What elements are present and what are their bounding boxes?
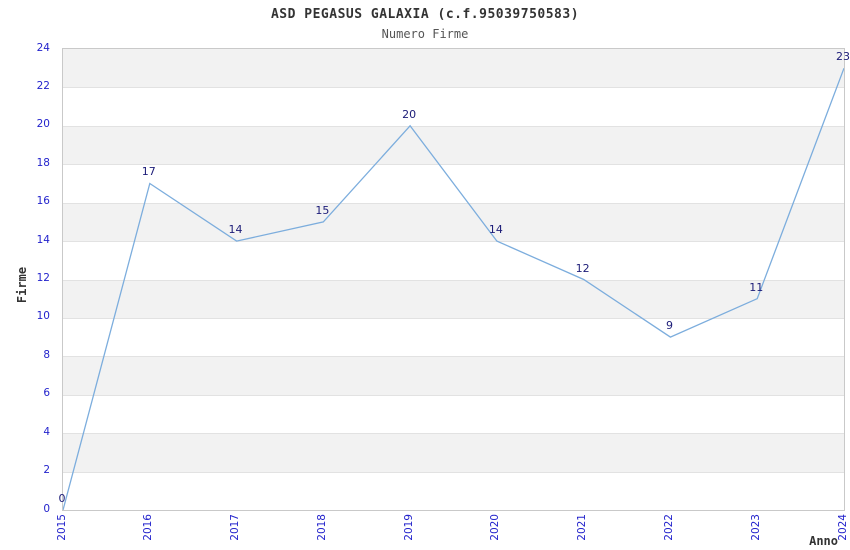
y-tick-label: 12 — [36, 272, 50, 284]
point-label: 14 — [228, 223, 243, 237]
gridline — [63, 433, 844, 435]
gridline — [63, 356, 844, 358]
x-tick-label: 2020 — [489, 514, 502, 541]
point-label: 11 — [749, 280, 764, 294]
data-line — [63, 67, 844, 510]
x-tick-label: 2017 — [229, 514, 242, 541]
gridline — [63, 279, 844, 281]
x-tick-label: 2021 — [576, 514, 589, 541]
grid-band — [63, 356, 844, 395]
point-label: 23 — [836, 50, 850, 64]
x-tick-label: 2015 — [55, 514, 68, 541]
x-axis-label: Anno — [809, 534, 838, 548]
gridline — [63, 241, 844, 243]
y-axis-label: Firme — [15, 266, 29, 304]
y-tick-label: 16 — [36, 195, 50, 208]
point-label: 15 — [315, 203, 330, 217]
y-tick-label: 24 — [36, 41, 50, 54]
y-tick-label: 0 — [43, 502, 50, 515]
x-tick-label: 2023 — [749, 514, 762, 541]
grid-band — [63, 433, 844, 472]
gridline — [63, 202, 844, 204]
gridline — [63, 125, 844, 127]
y-tick-label: 22 — [36, 79, 50, 92]
grid-band — [63, 279, 844, 318]
chart-subtitle: Numero Firme — [381, 27, 469, 41]
y-tick-label: 10 — [36, 310, 50, 323]
y-tick-label: 8 — [43, 348, 50, 361]
point-label: 9 — [665, 319, 673, 333]
x-tick-label: 2019 — [402, 514, 415, 541]
point-label: 20 — [402, 107, 417, 121]
x-tick-label: 2022 — [662, 514, 675, 541]
y-tick-label: 20 — [36, 118, 50, 131]
x-tick-label: 2018 — [315, 514, 328, 541]
gridline — [63, 394, 844, 396]
x-tick-label: 2024 — [836, 514, 849, 541]
plot-area — [62, 48, 845, 511]
gridline — [63, 471, 844, 473]
grid-band — [63, 202, 844, 242]
y-tick-label: 14 — [36, 233, 50, 246]
point-label: 12 — [575, 261, 590, 275]
grid-band — [63, 49, 844, 88]
y-tick-label: 4 — [43, 425, 50, 438]
gridline — [63, 87, 844, 89]
point-label: 0 — [58, 492, 66, 505]
grid-band — [63, 125, 844, 165]
chart-title: ASD PEGASUS GALAXIA (c.f.95039750583) — [270, 7, 580, 22]
point-label: 17 — [141, 165, 156, 179]
y-tick-label: 6 — [43, 387, 50, 400]
y-tick-label: 18 — [36, 156, 50, 169]
point-label: 14 — [488, 223, 503, 237]
line-series — [63, 67, 844, 510]
gridline — [63, 317, 844, 319]
y-tick-label: 2 — [43, 464, 50, 477]
x-tick-label: 2016 — [142, 514, 155, 541]
gridline — [63, 164, 844, 166]
